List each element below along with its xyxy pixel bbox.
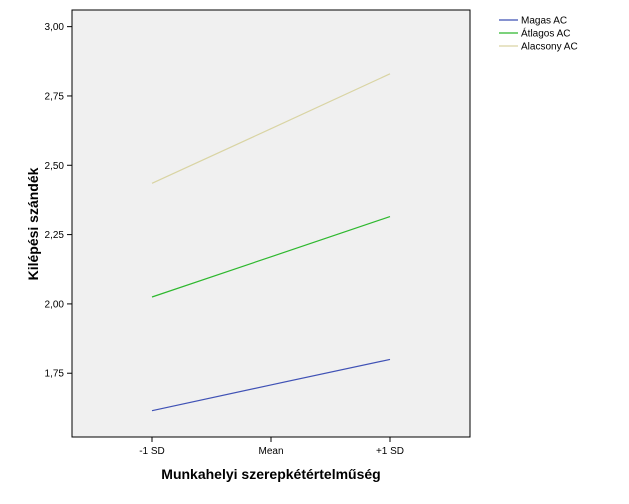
- y-tick-label: 2,50: [45, 161, 65, 172]
- y-tick-label: 2,00: [45, 299, 65, 310]
- x-tick-label: -1 SD: [139, 446, 165, 457]
- legend-label: Alacsony AC: [521, 42, 578, 53]
- series-line-1: [151, 216, 391, 298]
- legend-label: Átlagos AC: [521, 27, 570, 40]
- legend-label: Magas AC: [521, 16, 567, 27]
- series-line-0: [151, 358, 391, 412]
- y-tick-label: 1,75: [45, 369, 65, 380]
- x-axis: -1 SD Mean +1 SD: [139, 437, 404, 457]
- x-tick-label: +1 SD: [376, 446, 404, 457]
- y-tick-label: 2,25: [45, 230, 65, 241]
- y-axis: 1,75 2,00 2,25 2,50 2,75 3,00: [45, 22, 72, 380]
- plot-area: [71, 9, 471, 438]
- x-axis-title: Munkahelyi szerepkétértelműség: [161, 466, 380, 482]
- y-tick-label: 3,00: [45, 22, 65, 33]
- y-axis-title: Kilépési szándék: [25, 167, 41, 280]
- series-line-2: [151, 73, 391, 184]
- y-tick-label: 2,75: [45, 91, 65, 102]
- series-lines: [151, 73, 391, 412]
- x-tick-label: Mean: [258, 446, 283, 457]
